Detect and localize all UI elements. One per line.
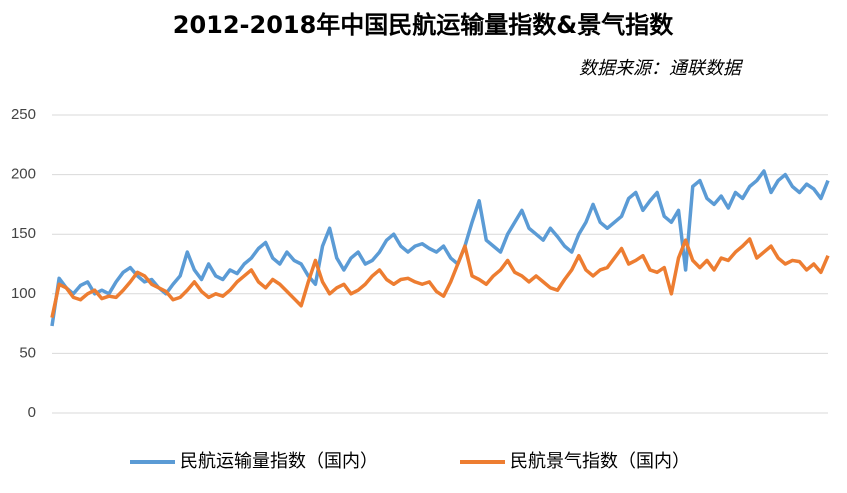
- chart-title: 2012-2018年中国民航运输量指数&景气指数: [173, 11, 674, 39]
- series-line: [50, 169, 830, 327]
- y-tick-label: 50: [19, 344, 36, 361]
- y-tick-label: 250: [11, 106, 36, 123]
- legend-label: 民航运输量指数（国内）: [180, 451, 378, 472]
- y-tick-label: 100: [11, 285, 36, 302]
- y-tick-label: 200: [11, 166, 36, 183]
- legend-label: 民航景气指数（国内）: [510, 451, 690, 472]
- series-line: [50, 237, 830, 319]
- y-tick-label: 150: [11, 225, 36, 242]
- y-tick-label: 0: [28, 404, 36, 421]
- chart-subtitle: 数据来源：通联数据: [579, 58, 744, 79]
